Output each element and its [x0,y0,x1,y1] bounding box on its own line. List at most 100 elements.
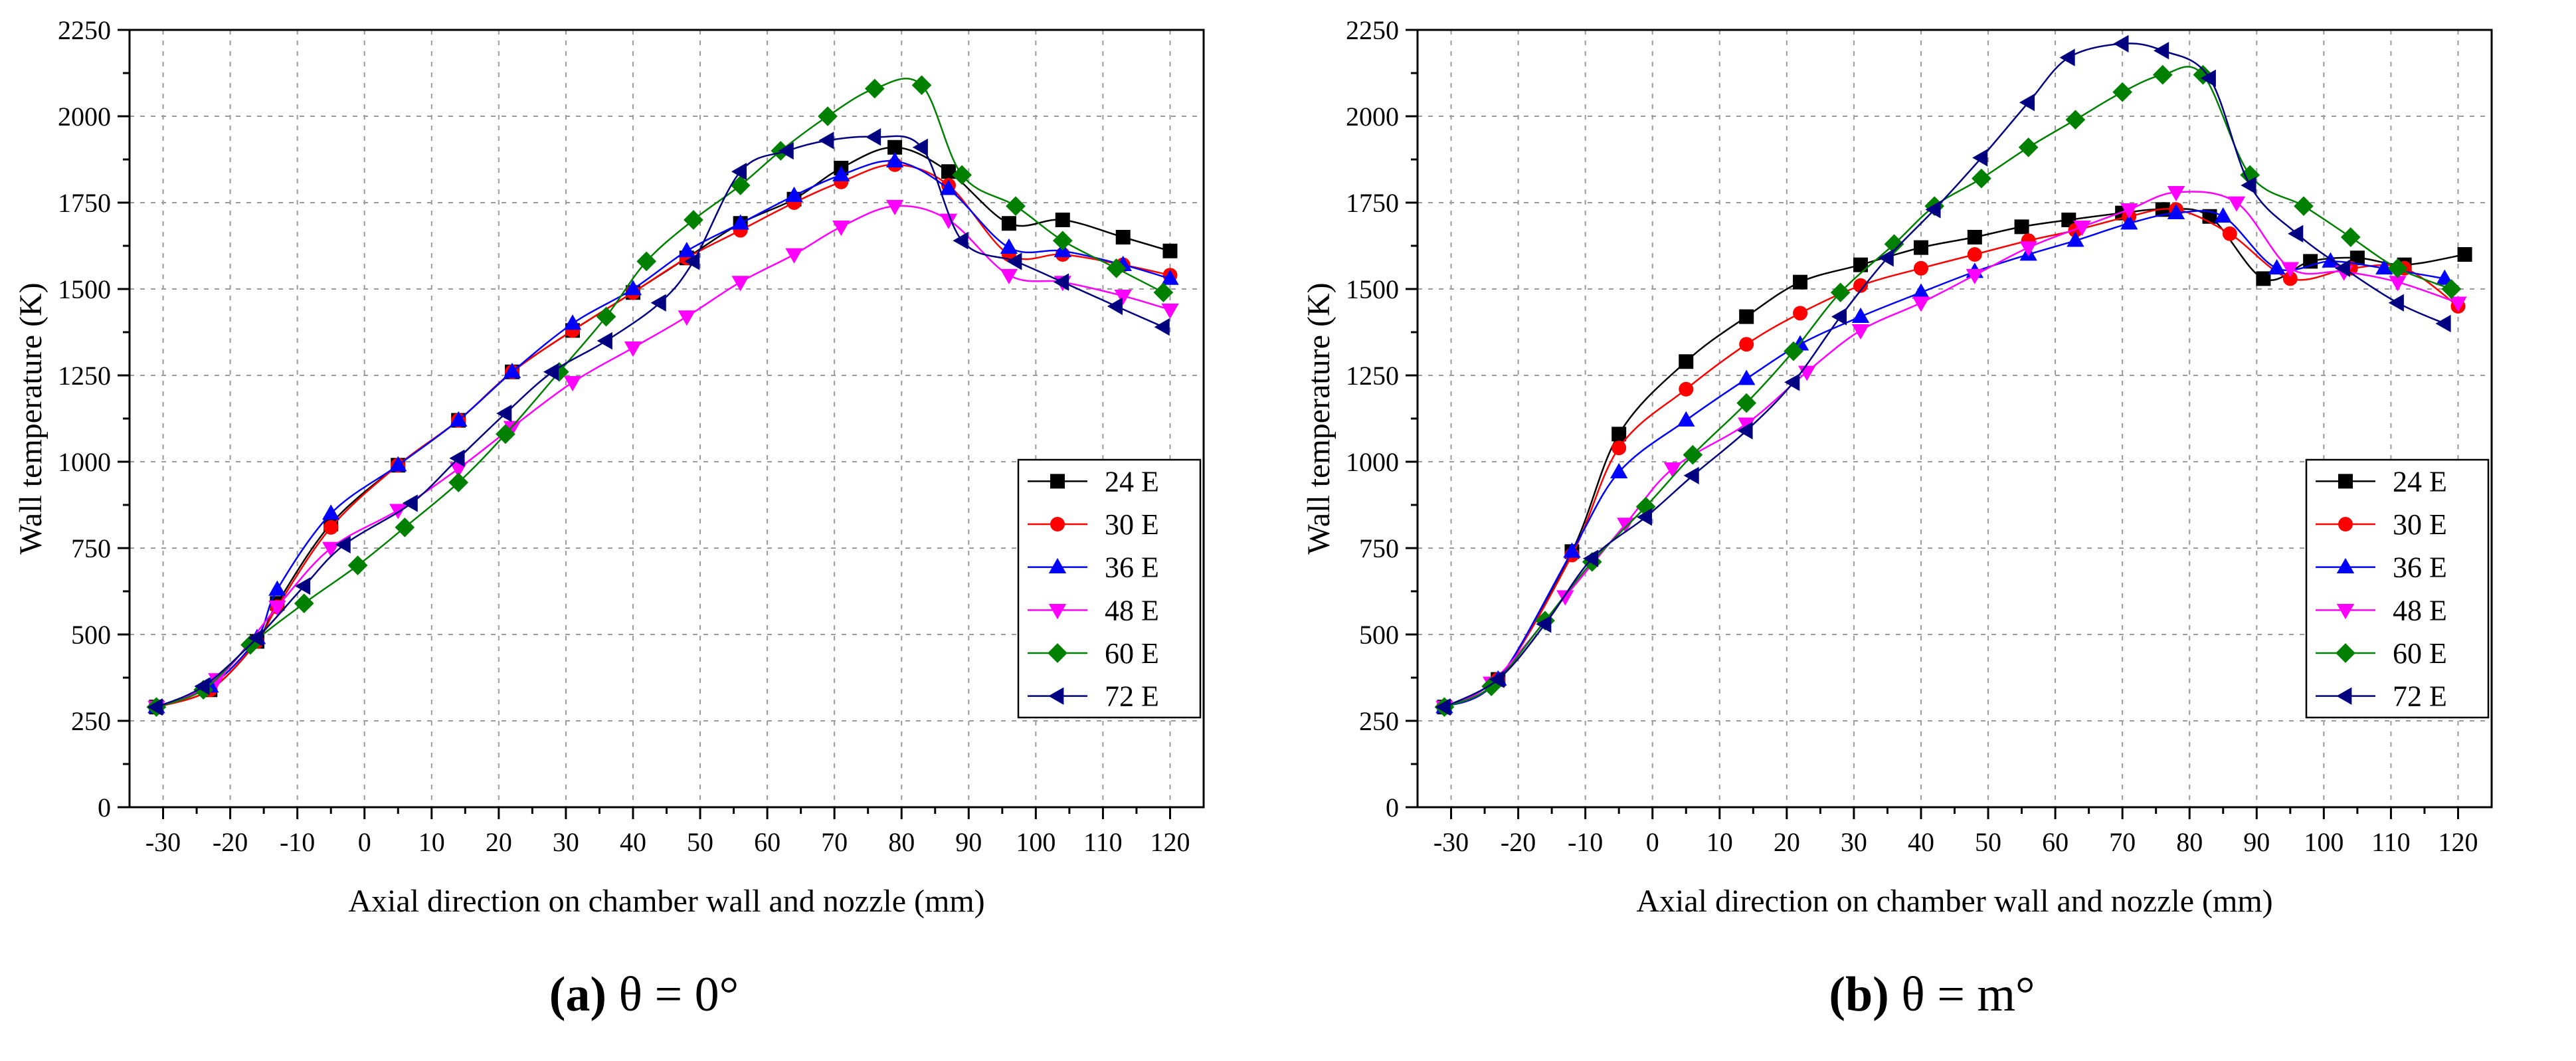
y-tick-label: 1000 [58,447,111,477]
data-point [818,106,838,126]
data-point [912,138,928,156]
x-tick-label: 90 [2243,827,2270,857]
data-point [1912,296,1930,312]
y-tick-label: 2000 [58,102,111,132]
data-point [911,75,932,96]
data-point [650,294,666,312]
x-tick-label: 70 [2109,827,2136,857]
data-point [1853,278,1869,293]
data-point [1663,462,1682,478]
data-point [2375,259,2393,275]
x-tick-label: 60 [2042,827,2069,857]
data-point [2282,271,2298,286]
series-line [155,135,1164,708]
data-point [2073,221,2091,237]
series-36-e [147,151,1179,714]
data-point [624,280,642,296]
data-point [941,164,956,179]
legend-marker [1050,517,1065,531]
legend: 24 E 30 E 36 E 48 E 60 E 72 E [2305,458,2490,719]
data-point [1106,258,1127,278]
data-point [1972,149,1988,167]
legend-label: 24 E [1105,465,1159,498]
x-tick-label: -30 [1433,827,1469,857]
data-point [887,140,903,155]
x-tick-label: 10 [418,827,445,857]
series-line [155,78,1164,708]
plot-frame [1416,29,2493,809]
data-point [543,363,559,381]
data-point [885,151,904,167]
data-point [2152,64,2173,85]
data-point [1831,308,1847,326]
data-point [2441,279,2462,299]
y-tick-label: 0 [98,793,111,822]
data-point [1851,307,1870,323]
y-tick-label: 2250 [1346,15,1399,45]
data-point [2288,225,2304,242]
data-point [1006,196,1026,217]
series-48-e [147,199,1179,716]
data-point [2256,271,2271,286]
data-point [636,251,657,272]
data-point [2281,262,2300,278]
data-point [563,314,582,330]
data-point [1052,231,1073,251]
legend-marker [1050,474,1065,489]
data-point [2167,203,2185,219]
data-point [1736,393,1757,413]
data-point [1925,201,1941,219]
data-point [678,310,696,326]
legend-marker [2338,474,2353,489]
x-tick-label: 110 [1083,827,1123,857]
data-point [208,673,226,689]
x-tick-label: 90 [955,827,982,857]
data-point [1000,238,1018,254]
data-point [731,214,749,230]
data-point [832,165,850,181]
legend-label: 36 E [2393,551,2447,584]
data-point [1737,422,1753,440]
data-point [1683,466,1699,484]
data-point [2457,247,2472,262]
data-point [939,213,958,229]
y-tick-label: 1750 [1346,188,1399,218]
data-point [1489,670,1505,688]
y-tick-label: 1500 [58,274,111,304]
legend-marker [1048,687,1064,705]
data-point [1114,290,1132,306]
legend-label: 60 E [1105,637,1159,670]
series-72-e [1435,35,2451,716]
caption-b: (b) θ = m° [1288,967,2576,1023]
data-point [1878,249,1894,267]
data-point [450,462,468,478]
data-point [268,580,286,596]
data-point [2435,314,2451,333]
series-72-e [147,128,1170,716]
data-point [1784,341,1803,361]
data-point [2388,294,2404,312]
data-point [1966,268,1984,284]
data-point [1967,247,1982,262]
data-point [1556,590,1574,606]
x-tick-label: 10 [1706,827,1733,857]
caption-a-text: θ = 0° [618,967,739,1022]
data-point [2294,196,2314,217]
data-point [596,306,616,327]
legend-box [1017,458,1202,719]
x-tick-label: 30 [1841,827,1867,857]
data-point [503,421,521,436]
y-tick-label: 1250 [1346,361,1399,391]
data-point [2120,203,2138,219]
legend-marker [2336,557,2355,574]
data-point [1913,260,1928,276]
data-point [347,555,368,575]
data-point [2018,137,2039,157]
data-point [2389,276,2407,292]
data-point [503,363,521,379]
data-point [2200,69,2216,87]
data-point [1563,542,1581,558]
data-point [1054,273,1069,291]
data-point [1677,411,1695,427]
